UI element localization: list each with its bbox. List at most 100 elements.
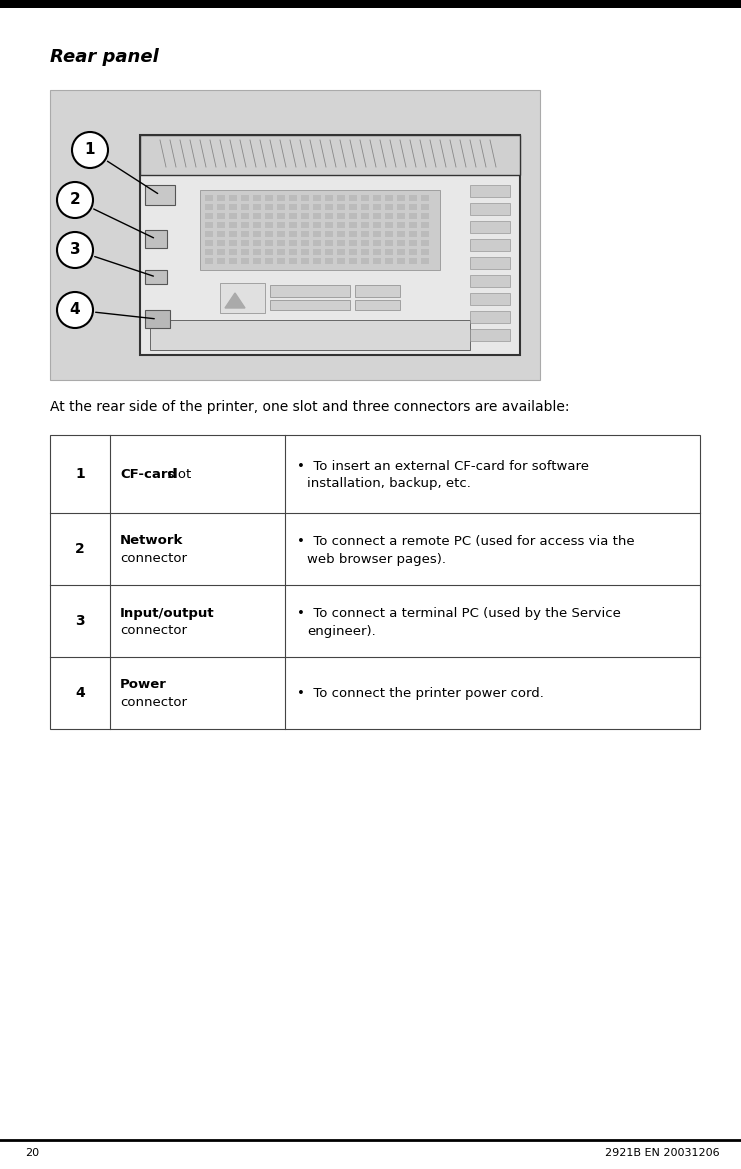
Text: slot: slot bbox=[164, 468, 192, 480]
Bar bbox=[253, 231, 261, 237]
Bar bbox=[361, 213, 369, 219]
Bar bbox=[301, 195, 309, 201]
Bar bbox=[253, 213, 261, 219]
Text: 4: 4 bbox=[75, 686, 85, 700]
Bar bbox=[241, 222, 249, 228]
Bar bbox=[241, 240, 249, 245]
Bar bbox=[373, 222, 381, 228]
Bar bbox=[385, 222, 393, 228]
Bar bbox=[265, 205, 273, 210]
Bar bbox=[373, 231, 381, 237]
Bar bbox=[361, 231, 369, 237]
Bar bbox=[200, 191, 440, 270]
Bar bbox=[289, 240, 297, 245]
Bar bbox=[470, 275, 510, 288]
Bar bbox=[289, 222, 297, 228]
Text: •  To connect the printer power cord.: • To connect the printer power cord. bbox=[297, 686, 544, 699]
Bar bbox=[277, 231, 285, 237]
Bar bbox=[313, 213, 321, 219]
Bar bbox=[385, 205, 393, 210]
Bar bbox=[217, 249, 225, 255]
Bar bbox=[337, 213, 345, 219]
Bar bbox=[397, 222, 405, 228]
Bar bbox=[349, 240, 357, 245]
Bar bbox=[205, 231, 213, 237]
Bar bbox=[361, 222, 369, 228]
Bar bbox=[325, 213, 333, 219]
Text: Power: Power bbox=[120, 678, 167, 692]
Bar bbox=[229, 258, 237, 264]
Bar bbox=[361, 195, 369, 201]
Bar bbox=[421, 249, 429, 255]
Bar bbox=[229, 205, 237, 210]
Bar bbox=[325, 249, 333, 255]
Text: 2: 2 bbox=[70, 193, 80, 208]
Bar bbox=[397, 195, 405, 201]
Bar bbox=[337, 231, 345, 237]
Bar bbox=[397, 240, 405, 245]
Bar bbox=[217, 240, 225, 245]
Bar bbox=[205, 258, 213, 264]
Bar bbox=[301, 240, 309, 245]
Bar bbox=[397, 231, 405, 237]
Bar bbox=[217, 195, 225, 201]
Text: connector: connector bbox=[120, 624, 187, 637]
Bar bbox=[50, 90, 540, 380]
Circle shape bbox=[57, 182, 93, 217]
Bar bbox=[313, 205, 321, 210]
Bar bbox=[337, 195, 345, 201]
Bar bbox=[253, 258, 261, 264]
Text: Rear panel: Rear panel bbox=[50, 48, 159, 65]
Bar bbox=[289, 195, 297, 201]
Bar bbox=[385, 240, 393, 245]
Text: web browser pages).: web browser pages). bbox=[307, 553, 446, 566]
Text: Network: Network bbox=[120, 534, 183, 547]
Bar bbox=[409, 231, 417, 237]
Bar bbox=[270, 300, 350, 310]
Bar bbox=[229, 195, 237, 201]
Bar bbox=[349, 258, 357, 264]
Bar bbox=[397, 249, 405, 255]
Bar bbox=[140, 134, 520, 175]
Bar bbox=[313, 195, 321, 201]
Bar bbox=[385, 231, 393, 237]
Text: •  To connect a terminal PC (used by the Service: • To connect a terminal PC (used by the … bbox=[297, 607, 621, 620]
Bar bbox=[205, 240, 213, 245]
Bar bbox=[421, 195, 429, 201]
Bar bbox=[355, 285, 400, 297]
Bar bbox=[409, 213, 417, 219]
Bar bbox=[349, 249, 357, 255]
Bar bbox=[361, 205, 369, 210]
Bar bbox=[409, 258, 417, 264]
Bar bbox=[373, 213, 381, 219]
Bar bbox=[313, 249, 321, 255]
Text: 1: 1 bbox=[75, 466, 85, 480]
Text: 2921B EN 20031206: 2921B EN 20031206 bbox=[605, 1148, 720, 1158]
Bar bbox=[325, 195, 333, 201]
Bar bbox=[265, 258, 273, 264]
Bar bbox=[421, 258, 429, 264]
Bar bbox=[265, 222, 273, 228]
Bar bbox=[397, 258, 405, 264]
Bar bbox=[355, 300, 400, 310]
Bar bbox=[385, 249, 393, 255]
Bar bbox=[470, 257, 510, 269]
Bar bbox=[421, 213, 429, 219]
Text: 3: 3 bbox=[70, 242, 80, 257]
Bar bbox=[421, 205, 429, 210]
Bar bbox=[409, 195, 417, 201]
Text: connector: connector bbox=[120, 553, 187, 566]
Bar bbox=[385, 195, 393, 201]
Bar bbox=[265, 249, 273, 255]
Bar bbox=[253, 249, 261, 255]
Text: 1: 1 bbox=[84, 143, 96, 158]
Bar bbox=[349, 222, 357, 228]
Bar bbox=[409, 222, 417, 228]
Text: At the rear side of the printer, one slot and three connectors are available:: At the rear side of the printer, one slo… bbox=[50, 400, 570, 414]
Bar bbox=[277, 240, 285, 245]
Bar bbox=[409, 205, 417, 210]
Bar bbox=[409, 249, 417, 255]
Bar bbox=[470, 293, 510, 305]
Bar bbox=[373, 195, 381, 201]
Bar bbox=[421, 231, 429, 237]
